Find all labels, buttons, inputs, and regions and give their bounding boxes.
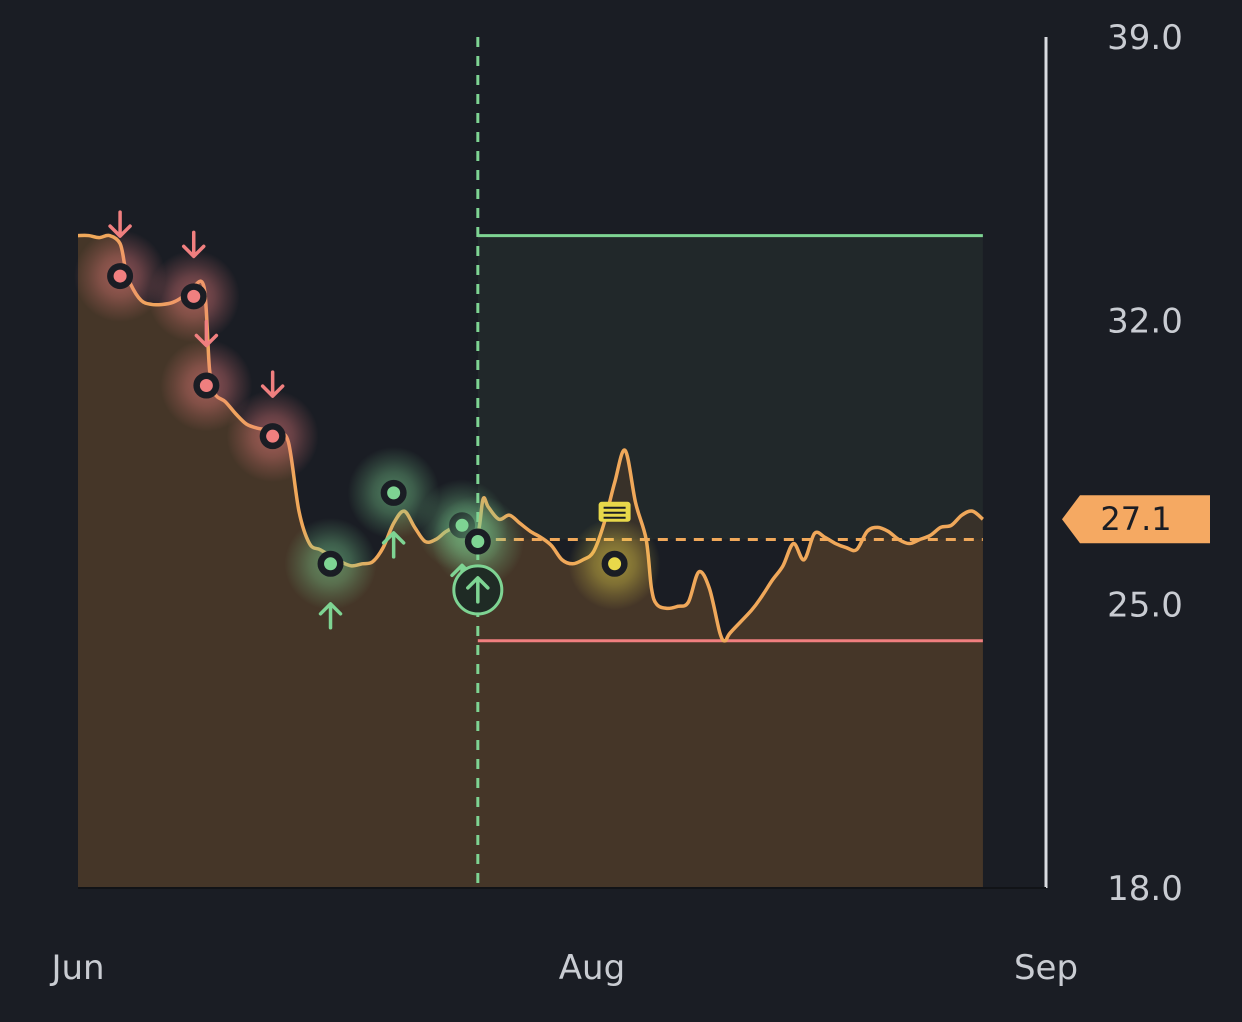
y-tick-label-2: 25.0 — [1107, 585, 1183, 625]
sell-arrow-icon-0 — [108, 210, 132, 238]
y-tick-label-3: 18.0 — [1107, 869, 1183, 909]
marker-core-4 — [324, 557, 338, 571]
up-arrow-circle-icon — [466, 576, 490, 604]
buy-arrow-icon-4 — [318, 602, 343, 630]
sell-arrow-icon-3 — [260, 370, 285, 398]
x-tick-label-0: Jun — [49, 948, 104, 988]
sell-arrow-icon-1 — [181, 230, 206, 259]
marker-core-2 — [199, 379, 213, 393]
x-tick-label-1: Aug — [559, 948, 625, 988]
marker-core-3 — [266, 429, 280, 443]
marker-core-5 — [387, 486, 401, 500]
area-fill-overlay — [78, 235, 983, 888]
current-price-label: 27.1 — [1100, 500, 1171, 538]
marker-core-1 — [187, 289, 201, 303]
marker-core-0 — [113, 269, 127, 283]
x-tick-label-2: Sep — [1014, 948, 1078, 988]
sell-arrow-icon-2 — [194, 319, 219, 348]
current-price-tag — [1062, 495, 1210, 544]
target-zone — [477, 235, 983, 540]
y-tick-label-0: 39.0 — [1107, 18, 1183, 58]
marker-core-7 — [471, 535, 485, 549]
y-tick-label-1: 32.0 — [1107, 302, 1183, 342]
buy-arrow-icon-5 — [381, 531, 406, 559]
marker-core-8 — [608, 557, 622, 571]
